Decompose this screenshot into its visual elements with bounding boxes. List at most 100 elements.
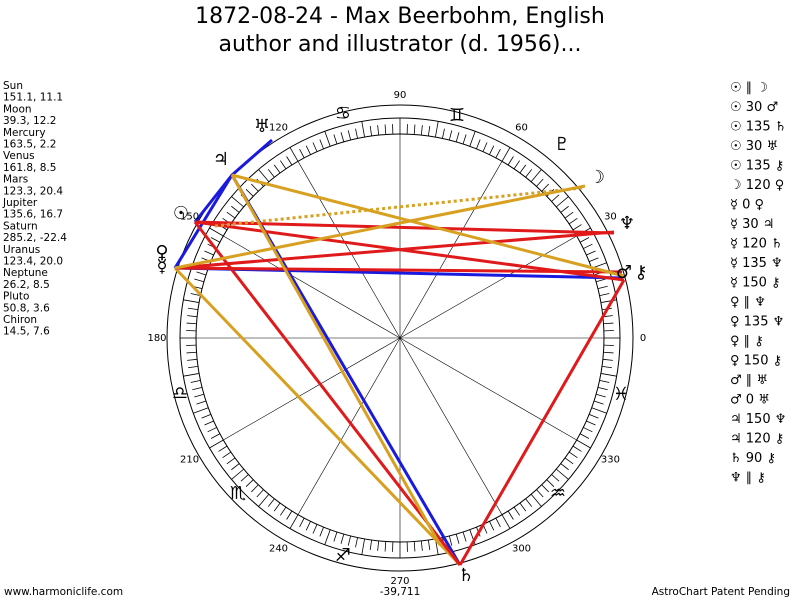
aspect-entry: ☿ 150 ⚷ [730, 276, 781, 291]
planet-name: Saturn [3, 220, 38, 232]
ring-tick [448, 130, 453, 141]
planet-glyph: ♀ [155, 242, 168, 263]
sign-glyph: ♊ [449, 105, 465, 126]
planet-name: Pluto [3, 291, 29, 303]
ring-tick [196, 400, 207, 405]
ring-tick [305, 521, 311, 531]
ring-tick [600, 299, 617, 303]
aspect-entry: ♀ 150 ⚷ [730, 354, 782, 369]
ring-tick [369, 539, 373, 550]
spoke [223, 337, 401, 441]
ring-tick [231, 196, 244, 208]
aspect-entry: ☿ 30 ♃ [730, 217, 774, 232]
outer-circle [166, 104, 634, 572]
ring-tick [245, 189, 254, 197]
ring-tick [256, 489, 264, 498]
ring-tick [551, 194, 560, 202]
ring-tick [340, 533, 345, 544]
ring-tick [377, 125, 380, 136]
ring-tick [289, 147, 299, 162]
ring-tick [601, 365, 612, 369]
ring-tick [603, 351, 614, 354]
ring-tick [568, 218, 578, 225]
aspect-entry: ♄ 90 ⚷ [730, 451, 776, 466]
ring-tick [267, 498, 275, 507]
planet-name: Uranus [3, 244, 40, 256]
ring-tick [340, 132, 345, 143]
ring-tick [583, 427, 593, 433]
ring-tick [355, 537, 358, 548]
aspect-entry: ♂ ∥ ♅ [730, 373, 768, 388]
ring-tick [482, 142, 488, 152]
ring-tick [188, 307, 199, 311]
ring-tick [560, 463, 569, 471]
ring-tick [299, 148, 305, 159]
aspect-line [174, 184, 586, 270]
ring-tick [546, 479, 555, 487]
ring-tick [347, 130, 352, 141]
ring-tick [541, 183, 549, 192]
ring-tick [188, 365, 199, 369]
ring-tick [194, 393, 205, 398]
aspect-line [214, 186, 583, 228]
ring-tick [501, 147, 511, 162]
aspect-entry: ♀ ∥ ⚷ [730, 334, 764, 349]
aspect-line [194, 220, 615, 235]
aspect-entry: ☿ 135 ♆ [730, 256, 783, 271]
sign-glyph: ♏ [230, 483, 246, 504]
ring-tick [384, 541, 387, 552]
ring-tick [572, 224, 582, 231]
ring-tick [564, 211, 574, 219]
ring-tick [501, 514, 511, 529]
degree-label: 0 [640, 333, 646, 344]
ring-tick [251, 183, 259, 192]
title-line: 1872-08-24 - Max Beerbohm, English [195, 4, 605, 29]
spoke [399, 337, 577, 441]
planet-coords: 285.2, -22.4 [3, 232, 67, 244]
planet-coords: 123.4, 20.0 [3, 256, 63, 268]
ring-tick [280, 506, 287, 516]
planet-name: Jupiter [2, 197, 38, 209]
planet-name: Venus [3, 150, 35, 162]
ring-tick [427, 126, 431, 137]
ring-tick [420, 125, 423, 136]
planet-coords: 163.5, 2.2 [3, 139, 56, 151]
aspect-entry: ♀ 135 ♆ [730, 315, 784, 330]
ring-tick [222, 451, 232, 458]
footer-center: -39,711 [380, 586, 421, 598]
aspect-entry: ☉ 135 ⚷ [730, 159, 784, 174]
ring-tick [597, 386, 608, 391]
ring-tick [413, 541, 416, 552]
ring-tick [556, 196, 569, 208]
ring-tick [551, 474, 560, 482]
spoke [399, 337, 503, 515]
ring-tick [560, 205, 569, 213]
planet-coords: 39.3, 12.2 [3, 115, 56, 127]
ring-tick [588, 257, 599, 262]
sign-glyph: ♓ [613, 384, 629, 405]
ring-tick [519, 502, 527, 512]
ring-tick [299, 517, 305, 528]
ring-tick [427, 539, 431, 550]
ring-tick [245, 479, 254, 487]
ring-tick [602, 358, 613, 361]
aspect-entry: ♀ ∥ ♆ [730, 295, 766, 310]
ring-tick [435, 121, 439, 138]
degree-label: 150 [180, 212, 199, 223]
ring-tick [568, 451, 578, 458]
ring-tick [258, 169, 270, 182]
ring-tick [204, 250, 214, 256]
ring-tick [361, 121, 365, 138]
ring-tick [194, 278, 205, 283]
planet-name: Sun [3, 80, 23, 92]
ring-tick [591, 407, 607, 414]
ring-tick [579, 237, 590, 243]
planet-glyph: ♆ [619, 213, 635, 234]
ring-tick [556, 468, 569, 480]
ring-tick [319, 139, 324, 150]
aspect-entry: ☉ ∥ ☽ [730, 81, 768, 96]
ring-tick [420, 540, 423, 551]
ring-tick [361, 538, 365, 555]
planet-coords: 135.6, 16.7 [3, 209, 63, 221]
ring-tick [190, 380, 201, 383]
